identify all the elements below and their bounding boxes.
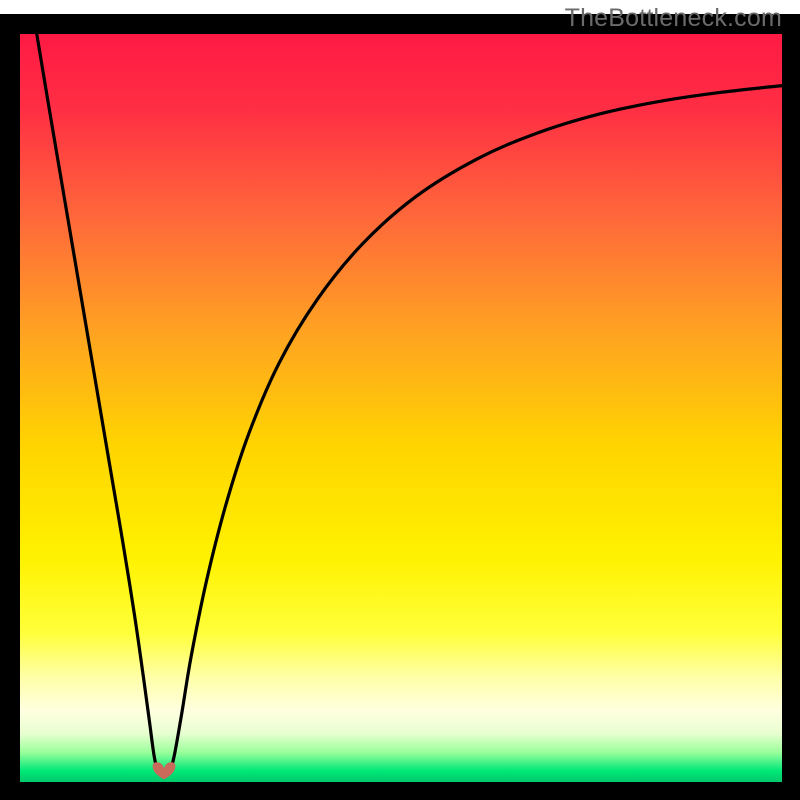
bottleneck-chart bbox=[0, 0, 800, 800]
plot-area bbox=[20, 34, 782, 782]
chart-container: TheBottleneck.com bbox=[0, 0, 800, 800]
watermark-text: TheBottleneck.com bbox=[565, 4, 782, 33]
gradient-background bbox=[20, 34, 782, 782]
